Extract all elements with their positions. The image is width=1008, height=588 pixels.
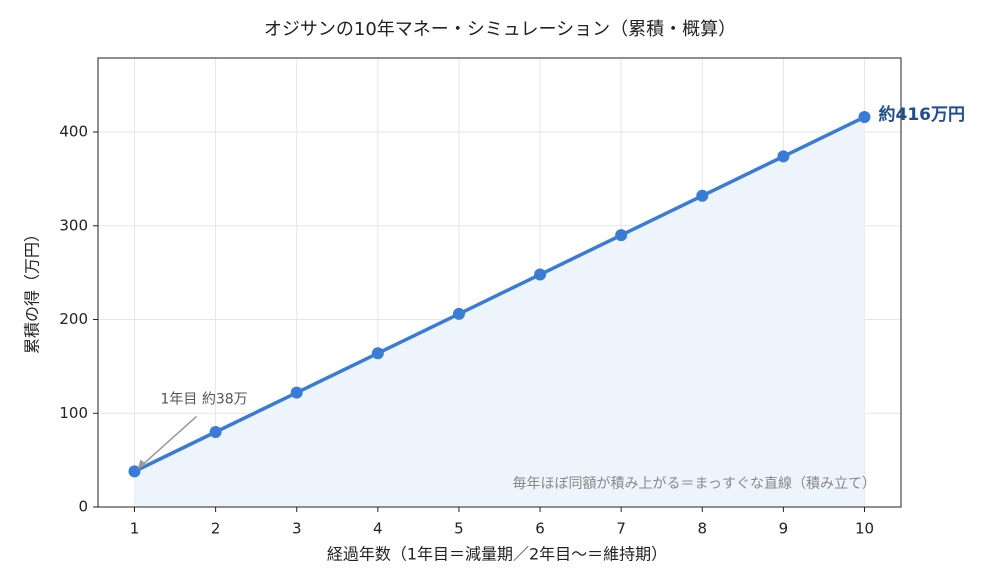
y-tick-label: 300 xyxy=(59,216,88,234)
x-tick-label: 6 xyxy=(535,520,545,538)
annotation-arrowhead xyxy=(137,459,147,470)
point xyxy=(615,229,628,242)
point xyxy=(777,150,790,163)
y-tick-label: 100 xyxy=(59,404,88,422)
x-tick-label: 4 xyxy=(373,520,383,538)
x-tick-label: 1 xyxy=(130,520,140,538)
x-tick-label: 9 xyxy=(779,520,789,538)
x-tick-label: 2 xyxy=(211,520,221,538)
x-tick-label: 3 xyxy=(292,520,302,538)
chart-title: オジサンの10年マネー・シミュレーション（累積・概算） xyxy=(264,19,736,40)
area xyxy=(134,117,865,507)
annotation-arrow xyxy=(138,415,198,468)
y-tick-label: 0 xyxy=(78,498,88,516)
note: 毎年ほぼ同額が積み上がる＝まっすぐな直線（積み立て） xyxy=(513,475,876,492)
point xyxy=(858,111,871,124)
point xyxy=(371,347,384,360)
point xyxy=(209,426,222,439)
plot-frame xyxy=(97,57,902,508)
point xyxy=(452,307,465,320)
y-axis-label: 累積の得（万円） xyxy=(23,226,42,354)
x-tick-label: 5 xyxy=(454,520,464,538)
x-tick-label: 10 xyxy=(855,520,874,538)
point xyxy=(696,189,709,202)
x-tick-label: 8 xyxy=(698,520,708,538)
x-tick-label: 7 xyxy=(616,520,626,538)
end-label: 約416万円 xyxy=(879,104,966,125)
point xyxy=(534,268,547,281)
y-tick-label: 400 xyxy=(59,123,88,141)
line xyxy=(133,115,866,473)
annotation: 1年目 約38万 xyxy=(161,391,248,407)
point xyxy=(128,465,141,478)
y-tick-label: 200 xyxy=(59,310,88,328)
point xyxy=(290,386,303,399)
x-axis-label: 経過年数（1年目＝減量期／2年目〜＝維持期） xyxy=(327,545,667,564)
